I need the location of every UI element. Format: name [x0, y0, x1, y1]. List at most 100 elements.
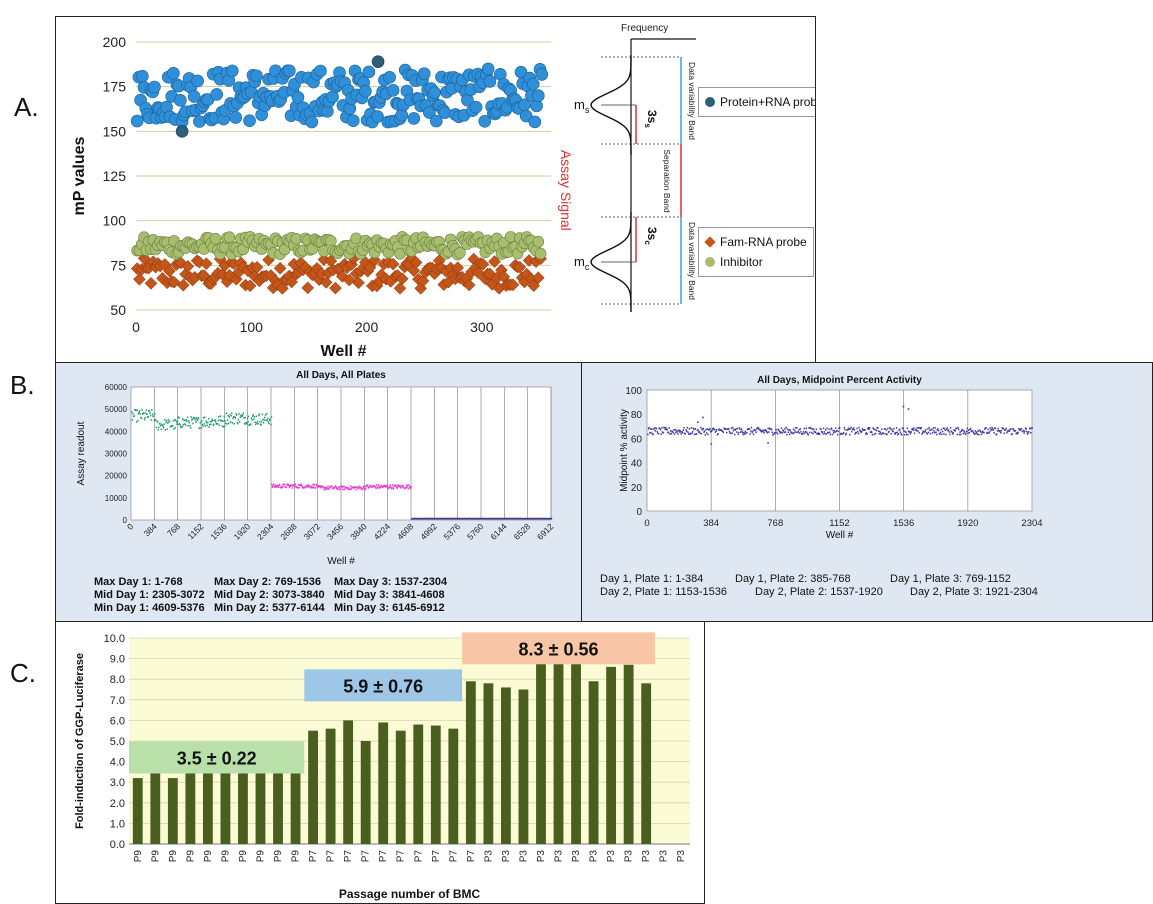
activity-point [836, 429, 838, 432]
bar [518, 689, 529, 844]
range-row: Day 2, Plate 1: 1153-1536 Day 2, Plate 2… [600, 586, 1038, 599]
readout-point [155, 419, 157, 421]
activity-point [847, 429, 849, 431]
activity-point [793, 431, 795, 434]
readout-point [251, 415, 254, 418]
activity-point [677, 429, 680, 431]
activity-point [831, 433, 834, 436]
readout-point [289, 484, 291, 487]
activity-point [952, 432, 955, 434]
range-text: Min Day 3: 6145-6912 [334, 602, 445, 614]
x-tick-label: P3 [554, 850, 565, 863]
readout-point [196, 419, 198, 422]
activity-point [752, 433, 755, 436]
activity-point [814, 431, 817, 434]
activity-point [788, 433, 791, 436]
activity-point [871, 433, 874, 436]
readout-point [250, 423, 252, 425]
activity-point [671, 430, 674, 433]
readout-point [397, 485, 399, 488]
readout-point [202, 417, 205, 419]
readout-point [151, 409, 153, 411]
activity-point [657, 432, 660, 435]
x-tick-label: 4224 [372, 521, 393, 542]
readout-point [310, 486, 312, 488]
activity-point [795, 431, 797, 434]
readout-point [247, 420, 249, 423]
readout-point [219, 419, 221, 421]
activity-point [663, 426, 666, 429]
readout-point [380, 484, 382, 487]
readout-point [396, 487, 398, 490]
protein-rna-point [359, 84, 372, 98]
chart-title: All Days, All Plates [296, 370, 386, 381]
activity-point [810, 427, 812, 430]
activity-point [731, 432, 733, 435]
readout-point [174, 426, 176, 429]
readout-point [159, 424, 162, 427]
readout-point [288, 486, 291, 488]
range-row: Mid Day 1: 2305-3072 Mid Day 2: 3073-384… [94, 589, 447, 602]
x-tick-label: P3 [676, 850, 687, 863]
protein-rna-point [291, 91, 305, 104]
activity-point [951, 433, 954, 435]
readout-point [168, 420, 171, 423]
activity-point [909, 432, 912, 435]
readout-point [267, 421, 270, 423]
panel-c-chart: 0.0 1.0 2.0 3.0 4.0 5.0 6.0 7.0 8.0 9.0 10.0 P9 P9 P9… [74, 632, 690, 901]
activity-point [919, 427, 922, 430]
readout-point [229, 421, 232, 423]
activity-point [738, 431, 740, 434]
panel-label-b: B. [10, 370, 35, 400]
readout-point [225, 412, 228, 415]
x-tick-label: P3 [606, 850, 617, 863]
y-axis-title: Fold-induction of GGP-Luciferase [74, 653, 86, 829]
readout-point [389, 484, 391, 486]
protein-rna-point [535, 68, 549, 81]
activity-point [664, 428, 666, 431]
inhibitor-point [532, 235, 545, 248]
activity-point [766, 431, 768, 433]
activity-point [670, 432, 672, 435]
y-tick-label: 100 [625, 386, 642, 397]
activity-point [808, 431, 811, 434]
readout-point [306, 485, 308, 488]
activity-point [896, 431, 898, 434]
readout-point [162, 425, 164, 428]
y-tick-label: 100 [103, 213, 127, 229]
readout-point [406, 484, 409, 487]
bottom-band-label: Data variability Band [687, 222, 697, 300]
readout-point [291, 484, 293, 487]
readout-point [191, 419, 193, 421]
activity-point [925, 431, 928, 434]
activity-point [940, 428, 942, 431]
x-tick-label: 768 [165, 521, 182, 538]
activity-point [980, 433, 983, 436]
activity-point [881, 428, 883, 431]
activity-point [875, 432, 877, 435]
activity-point [830, 428, 832, 431]
activity-point [832, 429, 834, 432]
legend-item-fam-rna: Fam-RNA probe [704, 232, 807, 252]
activity-point [943, 433, 945, 435]
activity-point [812, 428, 815, 431]
activity-point [776, 432, 779, 435]
x-tick-label: 2304 [1021, 518, 1042, 529]
activity-point [931, 428, 933, 431]
activity-point [678, 431, 680, 433]
readout-point [200, 427, 203, 429]
activity-point [782, 430, 785, 432]
activity-point [757, 426, 759, 429]
x-tick-label: 6912 [535, 521, 556, 542]
y-tick-label: 0 [123, 516, 128, 525]
activity-point [647, 433, 649, 436]
x-axis-title: Passage number of BMC [339, 887, 481, 901]
activity-point [838, 427, 841, 429]
readout-point [251, 419, 253, 421]
activity-point [866, 433, 868, 435]
activity-point [666, 428, 668, 431]
bar [150, 771, 161, 844]
readout-point [177, 416, 180, 418]
activity-point [738, 427, 741, 429]
readout-point [382, 485, 385, 488]
